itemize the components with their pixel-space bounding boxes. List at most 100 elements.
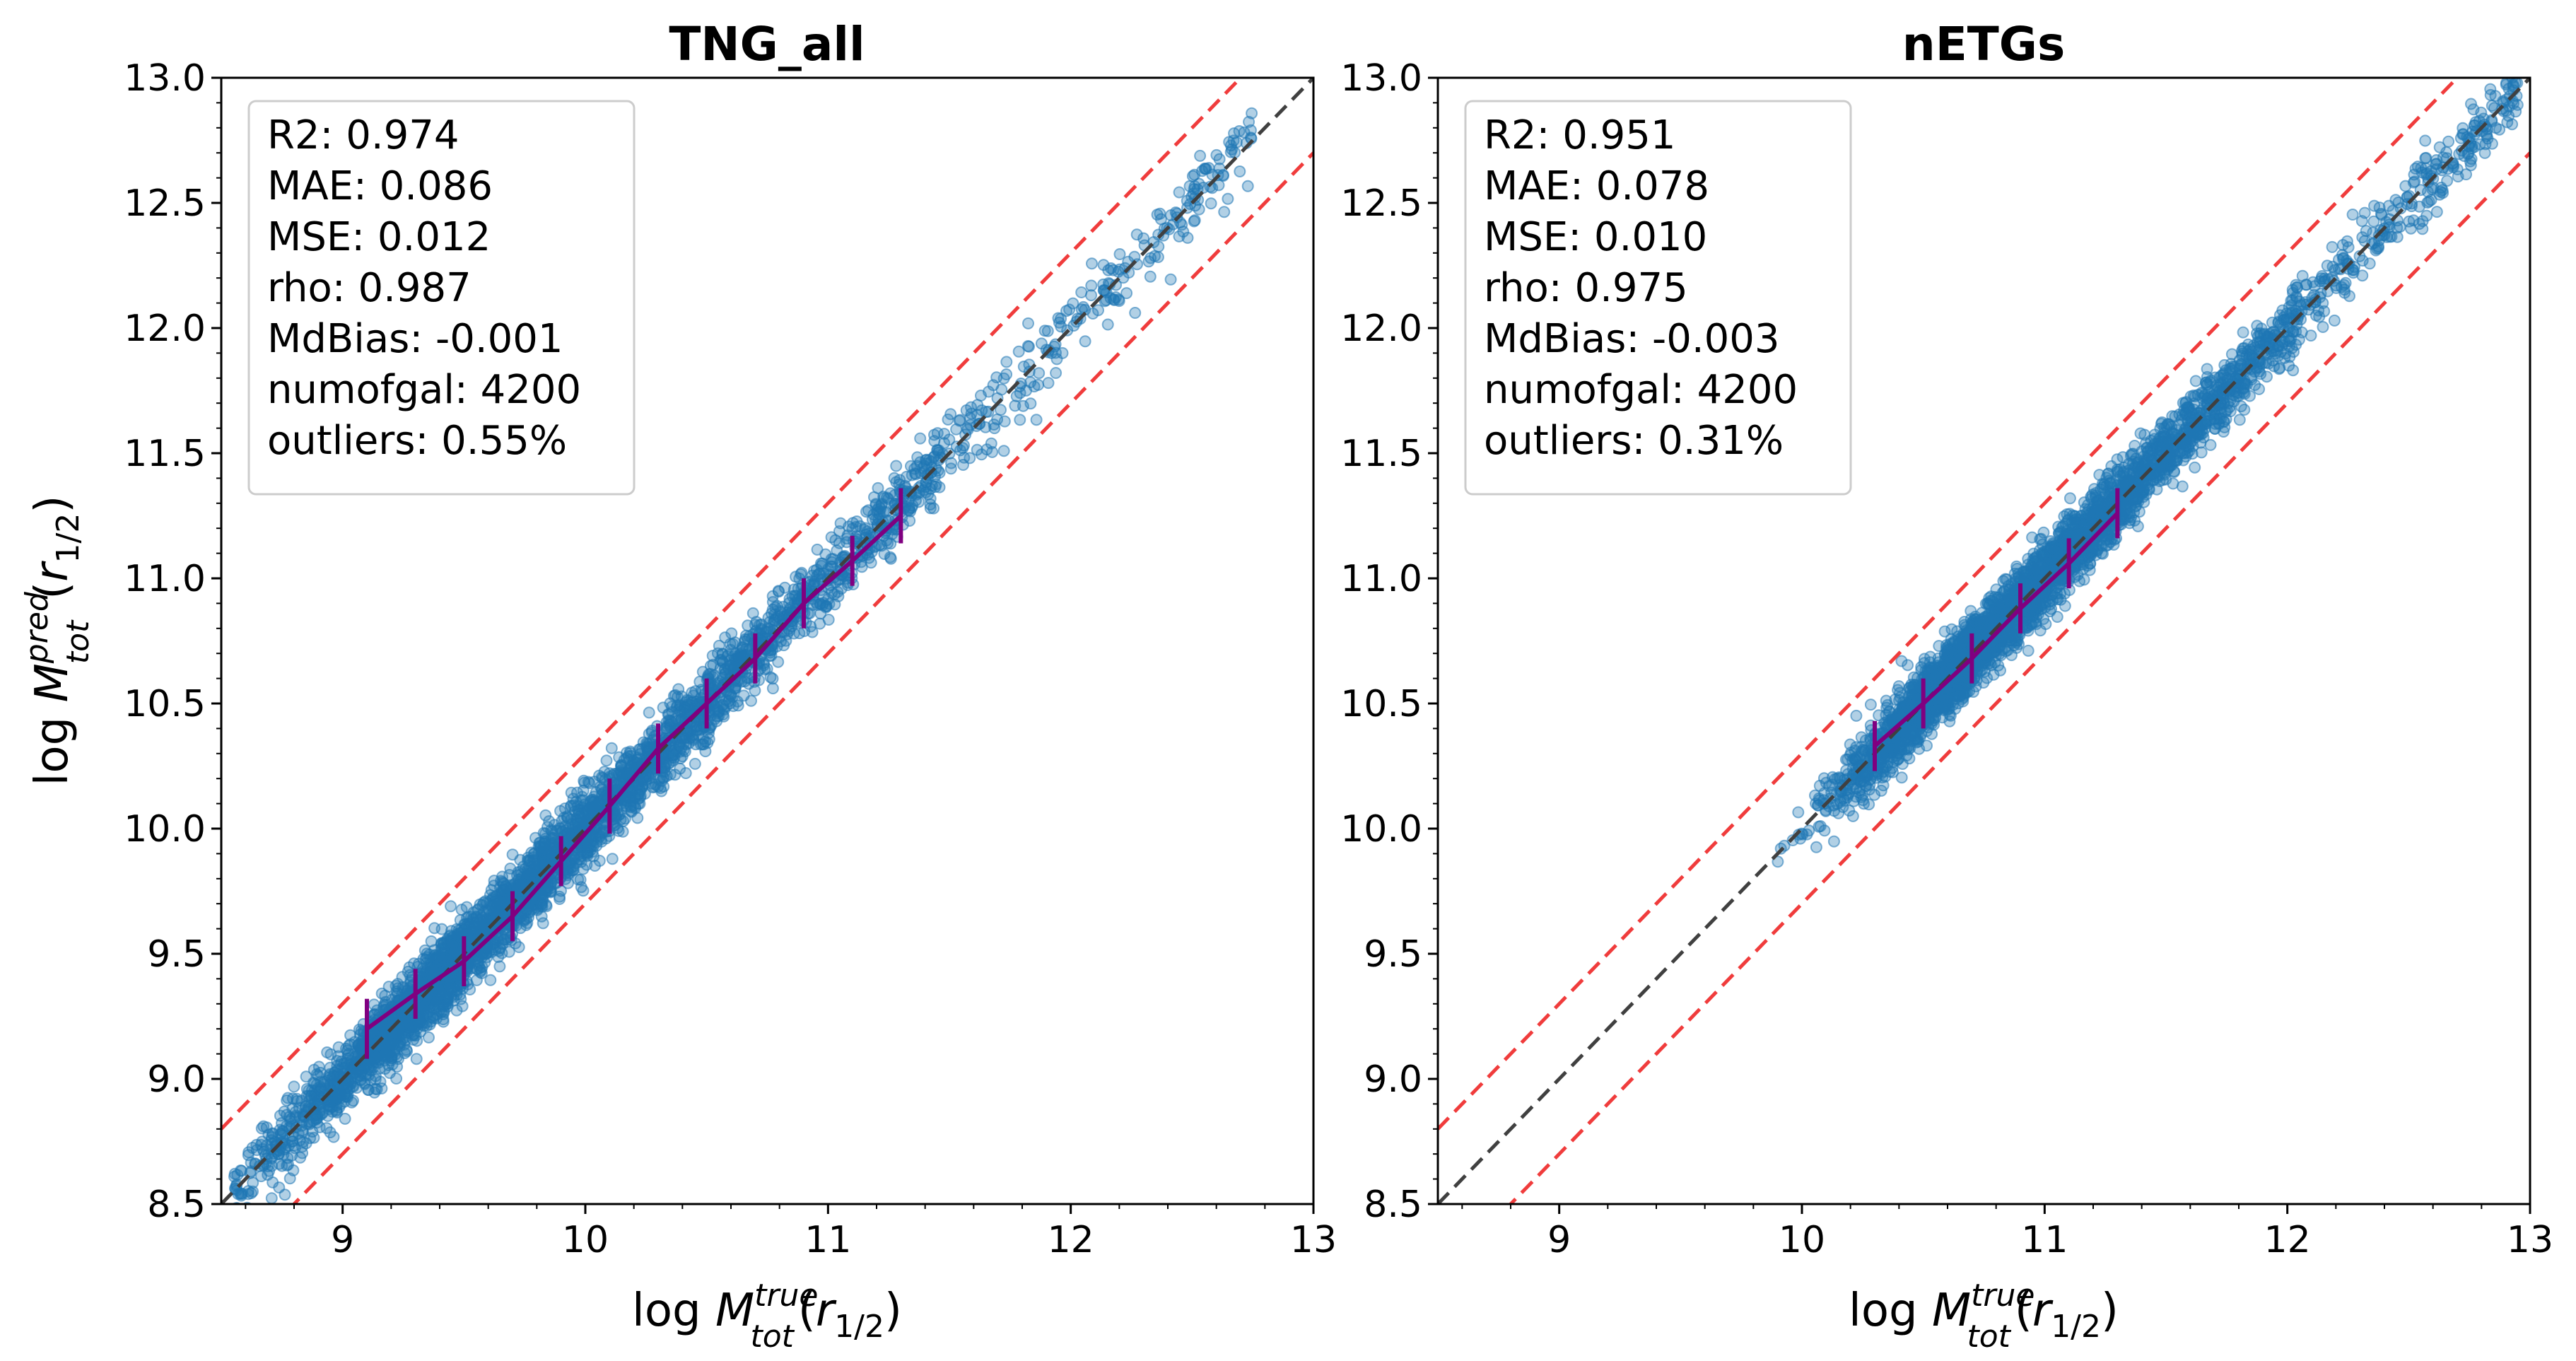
scatter-point (679, 701, 691, 714)
scatter-point (713, 706, 725, 718)
scatter-point (471, 963, 484, 976)
panel-title: nETGs (1902, 17, 2066, 71)
scatter-point (676, 750, 689, 763)
scatter-point (339, 1112, 351, 1125)
scatter-point (674, 762, 686, 775)
scatter-point (1052, 312, 1065, 325)
scatter-point (597, 826, 610, 839)
scatter-point (1079, 335, 1091, 348)
y-tick-label: 10.0 (1340, 808, 1422, 851)
scatter-point (1213, 153, 1226, 165)
scatter-point (484, 974, 497, 986)
scatter-point (1186, 170, 1199, 182)
scatter-point (880, 535, 893, 547)
scatter-point (537, 917, 549, 930)
y-tick-label: 10.0 (124, 808, 206, 851)
scatter-point (1000, 356, 1013, 368)
scatter-point (766, 672, 779, 685)
x-tick-label: 11 (804, 1219, 851, 1261)
scatter-point (795, 568, 807, 580)
scatter-point (572, 873, 585, 886)
scatter-point (342, 1039, 355, 1052)
scatter-point (1032, 378, 1045, 391)
scatter-point (424, 994, 437, 1007)
scatter-point (737, 689, 750, 702)
scatter-point (476, 923, 489, 935)
scatter-point (255, 1170, 267, 1183)
scatter-point (1130, 228, 1143, 241)
x-tick-label: 9 (1547, 1219, 1571, 1261)
x-tick-label: 11 (2021, 1219, 2068, 1261)
scatter-point (1012, 345, 1025, 358)
stat-r2: R2: 0.974 (267, 112, 459, 158)
stats-box: R2: 0.974 MAE: 0.086 MSE: 0.012 rho: 0.9… (247, 100, 636, 496)
scatter-point (609, 810, 622, 822)
scatter-point (1200, 163, 1212, 175)
scatter-point (420, 957, 433, 969)
scatter-point (1144, 270, 1157, 283)
scatter-point (387, 1038, 400, 1051)
scatter-point (909, 467, 921, 480)
stat-mdbias: MdBias: -0.001 (267, 316, 563, 362)
scatter-point (265, 1192, 278, 1204)
scatter-point (410, 1053, 423, 1065)
scatter-point (1086, 257, 1098, 270)
scatter-point (327, 1131, 340, 1143)
plot-area (221, 78, 1313, 1204)
scatter-point (242, 1149, 254, 1162)
scatter-point (877, 506, 890, 518)
scatter-point (332, 1041, 345, 1053)
scatter-point (667, 689, 680, 702)
scatter-point (957, 459, 969, 471)
scatter-point (1101, 318, 1114, 331)
stat-mae: MAE: 0.086 (267, 163, 493, 209)
scatter-point (766, 603, 779, 616)
scatter-point (392, 982, 404, 995)
scatter-point (1042, 377, 1055, 390)
scatter-point (1113, 248, 1126, 260)
y-tick-label: 12.0 (1340, 308, 1422, 350)
scatter-point (435, 988, 447, 1000)
scatter-point (1030, 414, 1043, 426)
scatter-point (689, 757, 701, 770)
scatter-point (1067, 297, 1079, 310)
scatter-point (338, 1057, 351, 1070)
scatter-point (860, 506, 872, 518)
scatter-point (772, 655, 785, 668)
scatter-point (522, 851, 534, 864)
scatter-point (379, 989, 392, 1002)
scatter-point (1151, 209, 1164, 221)
y-tick-label: 9.0 (147, 1058, 206, 1101)
scatter-point (1177, 226, 1190, 238)
scatter-point (274, 1128, 287, 1141)
scatter-point (1227, 134, 1240, 147)
y-tick-label: 13.0 (124, 57, 206, 100)
scatter-point (455, 993, 467, 1005)
scatter-point (766, 682, 779, 695)
scatter-point (735, 650, 748, 662)
y-tick-label: 11.5 (124, 433, 206, 475)
scatter-point (408, 957, 421, 970)
scatter-point (370, 1051, 383, 1064)
scatter-point (479, 895, 492, 908)
scatter-point (696, 665, 709, 678)
y-tick-label: 12.5 (1340, 182, 1422, 225)
x-tick-label: 9 (331, 1219, 354, 1261)
scatter-point (960, 404, 973, 416)
scatter-point (1050, 367, 1062, 379)
scatter-point (497, 884, 510, 896)
scatter-point (288, 1080, 300, 1093)
scatter-point (600, 754, 613, 767)
scatter-point (1087, 308, 1099, 320)
scatter-point (440, 950, 453, 963)
scatter-point (308, 1063, 320, 1076)
scatter-point (1164, 273, 1177, 286)
scatter-point (1173, 186, 1185, 199)
scatter-point (570, 814, 583, 827)
scatter-point (988, 419, 1000, 431)
scatter-point (1241, 180, 1254, 192)
scatter-point (1120, 287, 1133, 300)
scatter-point (829, 588, 841, 600)
scatter-point (1107, 293, 1120, 305)
scatter-point (722, 660, 734, 673)
